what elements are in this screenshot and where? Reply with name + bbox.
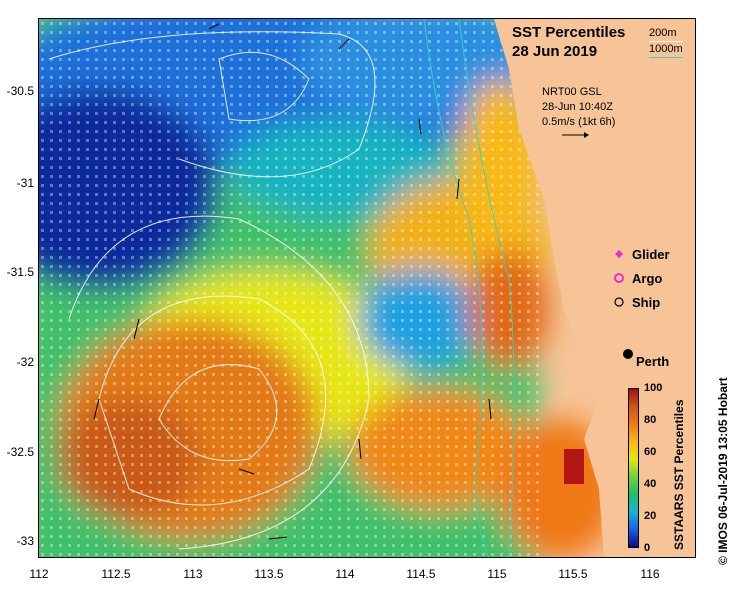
x-tick-label: 112.5 [101, 567, 131, 581]
argo-circle-icon [614, 273, 624, 283]
x-tick-label: 112 [29, 567, 49, 581]
y-tick-label: -32 [16, 355, 34, 369]
bathymetry-200m [48, 31, 376, 550]
map-title: SST Percentiles [512, 24, 626, 41]
legend-glider: Glider [632, 247, 670, 262]
y-tick-label: -31 [16, 176, 34, 190]
y-tick-label: -31.5 [6, 265, 34, 279]
bathymetry-1000m [423, 19, 515, 557]
x-tick-label: 114 [335, 567, 355, 581]
perth-coast [599, 354, 629, 372]
land-australia [494, 19, 695, 557]
current-source: NRT00 GSL [542, 86, 602, 98]
colorbar-tick-label: 0 [644, 542, 651, 554]
current-time: 28-Jun 10:40Z [542, 101, 613, 113]
glider-diamond-icon [615, 250, 623, 258]
x-tick-label: 115.5 [558, 567, 588, 581]
y-tick-label: -32.5 [6, 445, 34, 459]
colorbar-tick-label: 20 [644, 510, 657, 522]
x-tick-label: 114.5 [406, 567, 436, 581]
colorbar-title: SSTAARS SST Percentiles [672, 399, 686, 551]
perth-marker-icon [623, 349, 633, 359]
legend-argo: Argo [632, 271, 663, 286]
map-date: 28 Jun 2019 [512, 43, 598, 60]
ship-circle-icon [614, 297, 624, 307]
x-tick-label: 113.5 [254, 567, 284, 581]
contour-1000m-label: 1000m [649, 43, 683, 55]
map-area [38, 18, 696, 558]
x-tick-label: 116 [640, 567, 660, 581]
city-label-perth: Perth [636, 354, 670, 369]
colorbar [628, 388, 639, 548]
current-arrows [93, 23, 492, 540]
y-tick-label: -30.5 [6, 84, 34, 98]
warm-patch [564, 449, 584, 484]
sst-map [39, 19, 695, 557]
legend-ship: Ship [632, 295, 661, 310]
x-tick-label: 113 [183, 567, 203, 581]
colorbar-title-box: SSTAARS SST Percentiles [672, 390, 688, 551]
contour-200m-label: 200m [649, 27, 677, 39]
credit-line: © IMOS 06-Jul-2019 13:05 Hobart [716, 377, 730, 565]
colorbar-tick-label: 60 [644, 446, 657, 458]
current-scale-arrow-icon [562, 132, 589, 138]
colorbar-tick-label: 40 [644, 478, 657, 490]
y-tick-label: -33 [16, 534, 34, 548]
colorbar-tick-label: 100 [644, 382, 663, 394]
contour-1000m-swatch [649, 57, 683, 58]
legend-symbols [614, 250, 624, 307]
colorbar-tick-label: 80 [644, 414, 657, 426]
current-scale: 0.5m/s (1kt 6h) [542, 116, 616, 128]
contour-200m-swatch [649, 41, 683, 42]
x-tick-label: 115 [487, 567, 507, 581]
